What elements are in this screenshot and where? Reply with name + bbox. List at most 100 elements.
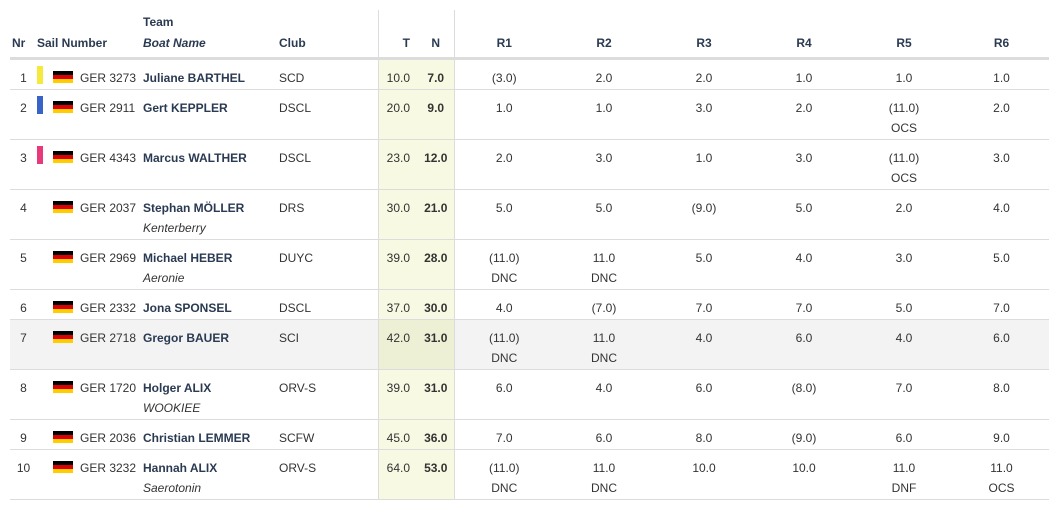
team-cell[interactable]: Jona SPONSEL [143,289,279,320]
race-cell-r5: 1.0 [854,58,954,90]
table-row[interactable]: 4 GER 2037 Stephan MÖLLER Kenterberry DRS 30.… [10,189,1049,240]
net-cell: 7.0 [418,58,454,90]
table-row[interactable]: 6 GER 2332 Jona SPONSEL DSCL 37.0 30.0 4.0 (7.0… [10,289,1049,320]
net-points: 31.0 [424,331,448,345]
race-score: 6.0 [695,381,713,395]
header-r3[interactable]: R3 [654,10,754,60]
team-name[interactable]: Gregor BAUER [143,331,230,345]
team-name[interactable]: Michael HEBER [143,251,233,265]
table-row[interactable]: 2 GER 2911 Gert KEPPLER DSCL 20.0 9.0 1.0 1.0 3.… [10,89,1049,140]
series-color-bar [37,426,43,444]
club: SCFW [279,431,315,445]
net-cell: 31.0 [418,319,454,370]
header-club[interactable]: Club [279,10,378,60]
club: DSCL [279,151,312,165]
club: DRS [279,201,305,215]
net-points: 30.0 [424,301,448,315]
team-name[interactable]: Christian LEMMER [143,431,251,445]
header-team-label: Team [143,15,174,29]
header-r6[interactable]: R6 [954,10,1049,60]
club: SCD [279,71,305,85]
series-color-bar [37,326,43,344]
header-r2[interactable]: R2 [554,10,654,60]
race-cell-r2: 1.0 [554,89,654,140]
race-penalty-code: DNC [491,481,518,495]
germany-flag-icon [53,101,73,114]
race-score: 5.0 [495,201,513,215]
race-cell-r3: 3.0 [654,89,754,140]
race-penalty-code: DNC [591,481,617,495]
team-cell[interactable]: Gert KEPPLER [143,89,279,140]
race-score: 1.0 [495,101,513,115]
net-cell: 53.0 [418,449,454,500]
race-cell-r1: 2.0 [453,139,554,190]
club-cell: DSCL [279,89,378,140]
header-team[interactable]: Team Boat Name [143,10,279,60]
club-cell: DSCL [279,289,378,320]
club: DSCL [279,301,312,315]
team-cell[interactable]: Holger ALIX WOOKIEE [143,369,279,420]
team-cell[interactable]: Juliane BARTHEL [143,58,279,90]
header-nr[interactable]: Nr [10,10,37,60]
race-score: 1.0 [695,151,713,165]
team-cell[interactable]: Hannah ALIX Saerotonin [143,449,279,500]
table-row[interactable]: 8 GER 1720 Holger ALIX WOOKIEE ORV-S 39.0 31.0… [10,369,1049,420]
race-score: 2.0 [695,71,713,85]
race-score: 4.0 [895,331,913,345]
team-cell[interactable]: Gregor BAUER [143,319,279,370]
sail-number: GER 3232 [80,461,137,475]
sail-number: GER 2036 [80,431,137,445]
team-cell[interactable]: Marcus WALTHER [143,139,279,190]
sail-cell: GER 2718 [37,319,143,370]
sail-number: GER 1720 [80,381,137,395]
germany-flag-icon [53,201,73,214]
header-total[interactable]: T [377,10,418,60]
team-name[interactable]: Marcus WALTHER [143,151,247,165]
rank-cell: 7 [10,319,37,370]
rank: 7 [20,331,27,345]
header-net[interactable]: N [418,10,454,60]
table-row[interactable]: 9 GER 2036 Christian LEMMER SCFW 45.0 36.0 7.0… [10,419,1049,450]
team-cell[interactable]: Stephan MÖLLER Kenterberry [143,189,279,240]
header-r5[interactable]: R5 [854,10,954,60]
sail-number: GER 2969 [80,251,137,265]
race-cell-r4: 3.0 [754,139,854,190]
table-row[interactable]: 10 GER 3232 Hannah ALIX Saerotonin ORV-S 64.0… [10,449,1049,500]
rank: 8 [20,381,27,395]
race-cell-r6: 1.0 [954,58,1049,90]
series-color-bar [37,146,43,164]
header-sail-number[interactable]: Sail Number [37,10,143,60]
table-row[interactable]: 3 GER 4343 Marcus WALTHER DSCL 23.0 12.0 2.0 3.… [10,139,1049,190]
team-name[interactable]: Jona SPONSEL [143,301,232,315]
race-cell-r5: (11.0) OCS [854,89,954,140]
series-color-bar [37,456,43,474]
rank: 10 [16,461,31,475]
table-row[interactable]: 7 GER 2718 Gregor BAUER SCI 42.0 31.0 (11.0) DN… [10,319,1049,370]
total-points: 20.0 [386,101,410,115]
sail-cell: GER 3232 [37,449,143,500]
team-name[interactable]: Stephan MÖLLER [143,201,245,215]
race-score: 1.0 [795,71,813,85]
team-cell[interactable]: Christian LEMMER [143,419,279,450]
team-cell[interactable]: Michael HEBER Aeronie [143,239,279,290]
table-row[interactable]: 5 GER 2969 Michael HEBER Aeronie DUYC 39.0 28.… [10,239,1049,290]
rank-cell: 6 [10,289,37,320]
table-row[interactable]: 1 GER 3273 Juliane BARTHEL SCD 10.0 7.0 (3.0) 2… [10,58,1049,90]
net-cell: 21.0 [418,189,454,240]
team-name[interactable]: Hannah ALIX [143,461,218,475]
race-cell-r6: 4.0 [954,189,1049,240]
series-color-bar [37,296,43,314]
sail-number: GER 2911 [80,101,136,115]
race-cell-r2: 11.0 DNC [554,319,654,370]
race-cell-r3: 10.0 [654,449,754,500]
team-name[interactable]: Holger ALIX [143,381,212,395]
team-name[interactable]: Gert KEPPLER [143,101,228,115]
results-body: 1 GER 3273 Juliane BARTHEL SCD 10.0 7.0 (3.0) 2… [10,58,1049,500]
rank-cell: 3 [10,139,37,190]
header-r4[interactable]: R4 [754,10,854,60]
series-color-bar [37,96,43,114]
team-name[interactable]: Juliane BARTHEL [143,71,246,85]
race-score: (11.0) [489,331,520,345]
race-cell-r6: 8.0 [954,369,1049,420]
header-r1[interactable]: R1 [453,10,554,60]
